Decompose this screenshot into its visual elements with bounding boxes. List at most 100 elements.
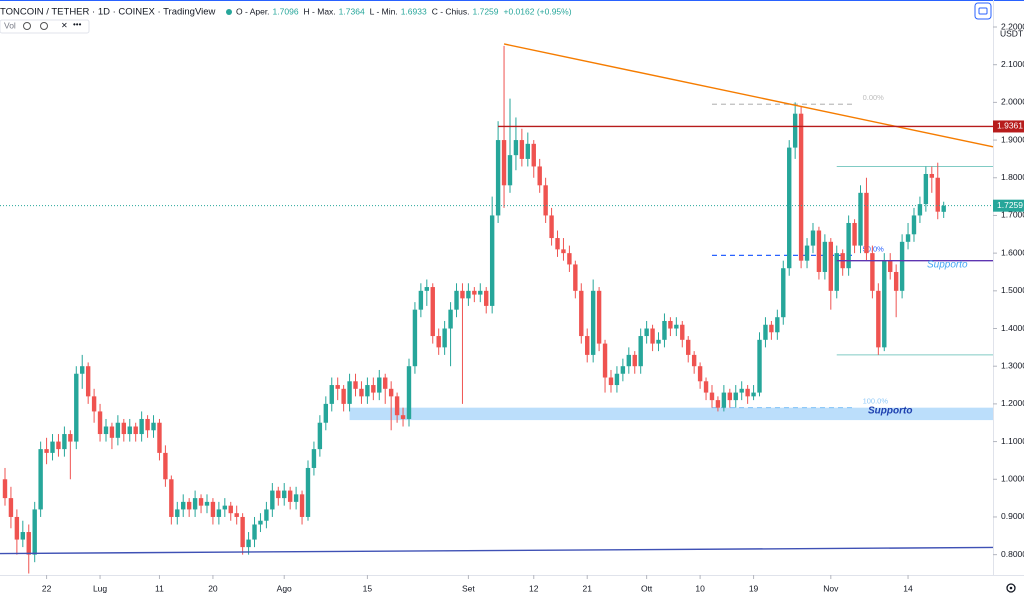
candle-body bbox=[62, 434, 67, 450]
candle-body bbox=[264, 509, 269, 521]
candle-body bbox=[400, 415, 406, 419]
hide-icon[interactable] bbox=[23, 22, 31, 30]
candle-body bbox=[680, 324, 685, 340]
close-icon[interactable]: ✕ bbox=[61, 21, 68, 30]
candle-body bbox=[614, 373, 620, 386]
candle-body bbox=[561, 249, 566, 254]
settings-icon[interactable] bbox=[40, 22, 48, 30]
candle-body bbox=[923, 173, 929, 205]
candle-body bbox=[139, 418, 144, 435]
candle-body bbox=[513, 140, 519, 156]
candle-body bbox=[893, 271, 899, 291]
candle-body bbox=[531, 143, 536, 167]
candle-body bbox=[145, 418, 150, 431]
more-icon[interactable]: ••• bbox=[73, 20, 82, 29]
candle-body bbox=[816, 230, 822, 272]
candle-body bbox=[792, 113, 798, 148]
x-tick-label: 15 bbox=[363, 583, 373, 593]
candle-body bbox=[905, 234, 911, 242]
y-tick-label: 1.5000 bbox=[1001, 285, 1024, 295]
trendline bbox=[503, 43, 994, 148]
candle-body bbox=[216, 509, 222, 517]
candle-body bbox=[20, 532, 26, 540]
candle-body bbox=[686, 339, 691, 355]
volume-toolbar bbox=[0, 19, 90, 34]
y-tick-label: 2.2000 bbox=[1001, 21, 1024, 31]
candle-body bbox=[935, 177, 940, 212]
candle-body bbox=[620, 366, 626, 374]
candle-body bbox=[573, 264, 578, 291]
candle-body bbox=[834, 253, 839, 291]
ohlc-label: C - Chius. bbox=[432, 6, 470, 16]
candle-body bbox=[537, 166, 542, 186]
level-price-box bbox=[993, 120, 1024, 133]
candle-body bbox=[287, 490, 293, 502]
candle-body bbox=[626, 354, 632, 367]
fib-label: 0.00% bbox=[863, 93, 885, 102]
candle-body bbox=[917, 204, 923, 216]
candle-body bbox=[388, 388, 394, 397]
candle-body bbox=[74, 373, 79, 442]
candle-body bbox=[656, 339, 661, 344]
candle-body bbox=[751, 392, 756, 397]
candle-body bbox=[804, 245, 810, 261]
candle-body bbox=[311, 449, 317, 468]
candle-body bbox=[846, 222, 851, 269]
candle-body bbox=[697, 366, 703, 382]
candle-body bbox=[644, 328, 649, 337]
candle-body bbox=[787, 147, 792, 269]
candle-body bbox=[305, 467, 311, 517]
fib-label: 100.0% bbox=[863, 397, 889, 406]
candle-body bbox=[394, 396, 400, 416]
candle-body bbox=[852, 222, 857, 246]
x-tick-label: Lug bbox=[93, 583, 107, 593]
candle-body bbox=[882, 260, 887, 348]
candle-body bbox=[484, 290, 489, 306]
candle-body bbox=[585, 336, 590, 355]
candle-body bbox=[8, 498, 14, 517]
settings-gear[interactable] bbox=[1006, 583, 1016, 593]
symbol-title: TONCOIN / TETHER · 1D · COINEX · Trading… bbox=[0, 7, 216, 18]
x-tick-label: 10 bbox=[695, 583, 705, 593]
support-line-label: Supporto bbox=[927, 259, 968, 270]
fib-label: 50.0% bbox=[863, 244, 885, 253]
candle-body bbox=[870, 253, 875, 291]
candle-body bbox=[234, 513, 239, 517]
candle-body bbox=[293, 494, 299, 502]
candle-body bbox=[888, 260, 893, 272]
level-price-label: 1.9361 bbox=[997, 121, 1023, 131]
currency-label[interactable]: USDT bbox=[1000, 28, 1023, 38]
candle-body bbox=[596, 290, 602, 344]
candle-body bbox=[436, 336, 441, 348]
candle-body bbox=[733, 392, 738, 401]
candle-body bbox=[335, 385, 340, 389]
candle-body bbox=[383, 377, 388, 389]
candle-body bbox=[543, 185, 548, 216]
candle-body bbox=[478, 290, 483, 295]
last-price-label: 1.7259 bbox=[997, 200, 1023, 210]
ohlc-value: 1.7364 bbox=[339, 6, 365, 16]
candle-body bbox=[911, 215, 917, 235]
candle-body bbox=[929, 173, 935, 178]
candle-body bbox=[157, 422, 162, 453]
candle-body bbox=[115, 422, 121, 438]
status-dot bbox=[226, 9, 232, 15]
candle-body bbox=[198, 498, 204, 506]
candle-body bbox=[299, 494, 305, 517]
candle-body bbox=[489, 215, 495, 306]
candle-body bbox=[662, 320, 667, 340]
candle-body bbox=[941, 205, 946, 212]
alert-button[interactable] bbox=[974, 2, 992, 20]
x-tick-label: Set bbox=[462, 583, 475, 593]
candle-body bbox=[709, 392, 715, 401]
candle-body bbox=[210, 501, 216, 517]
x-tick-label: 20 bbox=[208, 583, 218, 593]
candle-body bbox=[691, 354, 697, 367]
support-zone bbox=[349, 407, 993, 421]
candle-body bbox=[703, 381, 709, 393]
y-tick-label: 2.1000 bbox=[1001, 59, 1024, 69]
candle-body bbox=[181, 501, 186, 510]
